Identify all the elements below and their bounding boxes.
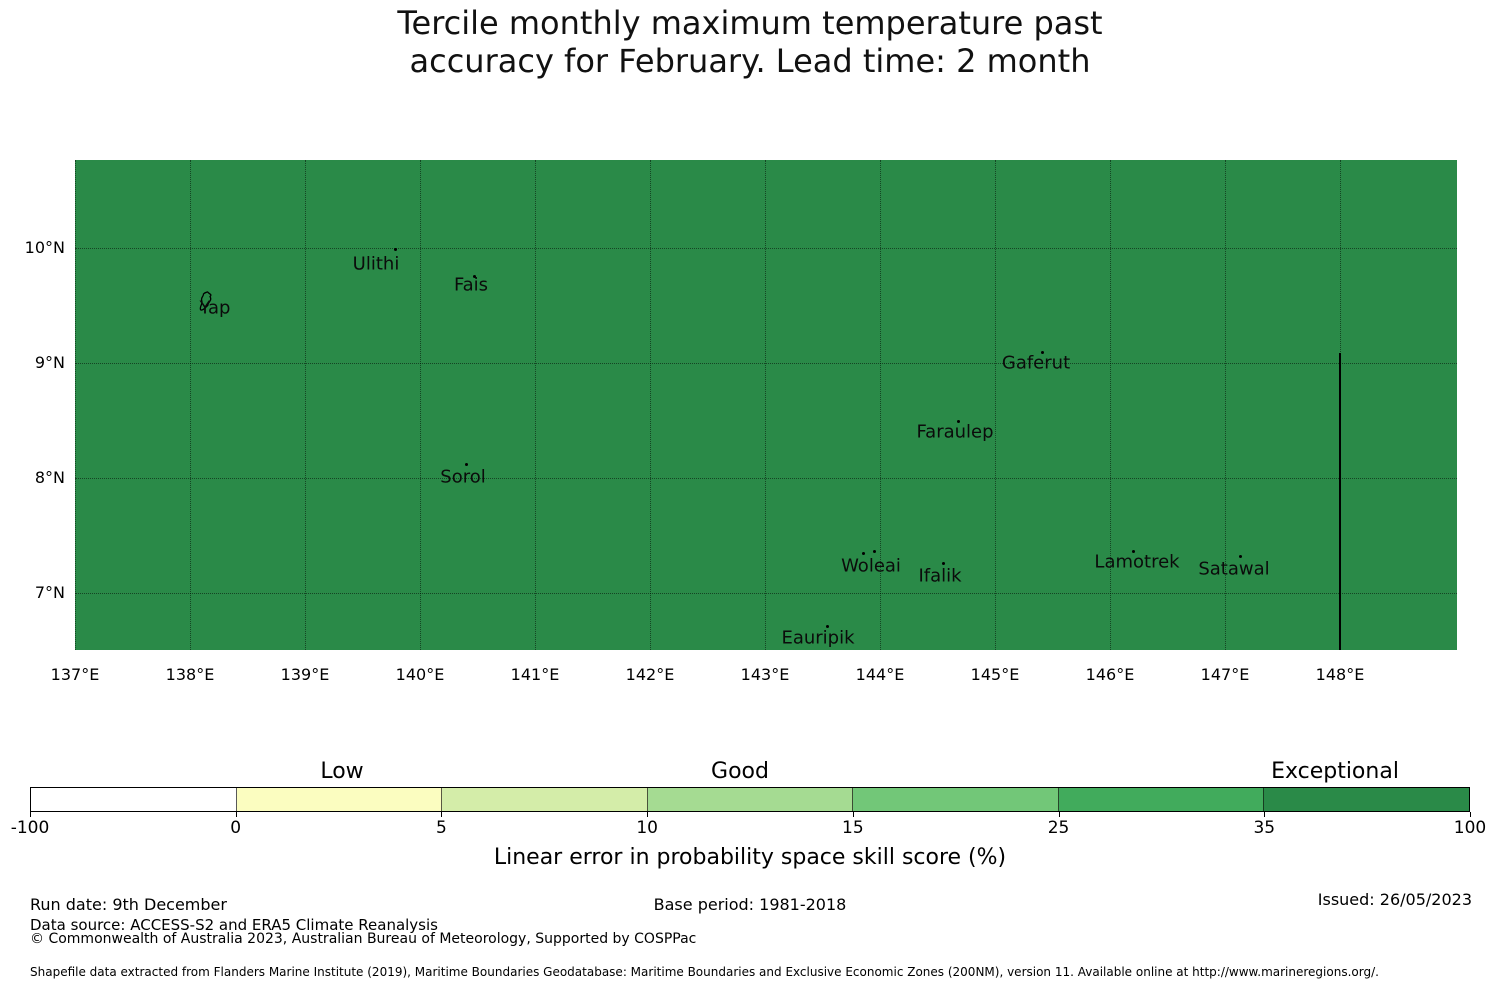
island-label: Fais <box>453 274 489 296</box>
island-label: Yap <box>199 297 231 319</box>
colorbar-category-label: Good <box>711 759 769 784</box>
colorbar-category-label: Exceptional <box>1271 759 1399 784</box>
gridline-vertical <box>75 160 76 650</box>
footer-issued-date: Issued: 26/05/2023 <box>1317 890 1472 909</box>
colorbar-segment <box>1264 788 1470 811</box>
colorbar-segment <box>442 788 648 811</box>
x-tick-label: 138°E <box>165 665 215 684</box>
y-tick-label: 10°N <box>24 238 65 257</box>
colorbar-tick <box>1264 812 1266 817</box>
colorbar-tick <box>647 812 649 817</box>
map-area: Yap Ulithi Fais Sorol Gaferut Faraulep Woleai I… <box>75 160 1457 650</box>
island-dot <box>393 247 397 251</box>
footer-shapefile-attribution: Shapefile data extracted from Flanders M… <box>30 965 1379 979</box>
gridline-vertical <box>305 160 306 650</box>
colorbar-segment <box>236 788 443 811</box>
island-label: Sorol <box>440 466 486 488</box>
colorbar-segment <box>647 788 854 811</box>
x-tick-label: 140°E <box>395 665 445 684</box>
footer-run-date: Run date: 9th December <box>30 895 227 914</box>
island-label: Ifalik <box>918 565 962 587</box>
island-dot <box>956 419 960 423</box>
figure-title: Tercile monthly maximum temperature past… <box>0 4 1500 80</box>
footer-copyright: © Commonwealth of Australia 2023, Austra… <box>30 931 697 947</box>
colorbar-segment <box>31 788 237 811</box>
gridline-vertical <box>420 160 421 650</box>
x-tick-label: 148°E <box>1315 665 1365 684</box>
island-label: Eauripik <box>781 627 855 649</box>
gridline-vertical <box>995 160 996 650</box>
colorbar-axis-label: Linear error in probability space skill … <box>493 845 1007 870</box>
island-label: Gaferut <box>1001 352 1071 374</box>
x-tick-label: 145°E <box>970 665 1020 684</box>
colorbar-tick <box>441 812 443 817</box>
gridline-horizontal <box>75 363 1457 364</box>
yap-island-outline <box>199 291 212 311</box>
island-dot <box>472 274 476 278</box>
gridline-vertical <box>765 160 766 650</box>
colorbar-category-label: Low <box>320 759 364 784</box>
island-label: Ulithi <box>352 253 400 275</box>
island-dot <box>941 561 945 565</box>
colorbar <box>30 787 1470 812</box>
island-dot <box>825 624 829 628</box>
colorbar-tick-label: 35 <box>1253 818 1276 838</box>
figure-title-line2: accuracy for February. Lead time: 2 mont… <box>409 42 1091 80</box>
gridline-horizontal <box>75 248 1457 249</box>
colorbar-tick-label: 25 <box>1047 818 1070 838</box>
x-tick-label: 146°E <box>1085 665 1135 684</box>
island-dot <box>872 549 876 553</box>
y-tick-label: 7°N <box>34 583 65 602</box>
island-label: Woleai <box>841 555 901 577</box>
colorbar-tick <box>30 812 31 817</box>
island-dot <box>1238 554 1242 558</box>
y-tick-label: 8°N <box>34 468 65 487</box>
colorbar-tick-label: 15 <box>842 818 864 838</box>
y-tick-label: 9°N <box>34 353 65 372</box>
gridline-horizontal <box>75 593 1457 594</box>
x-tick-label: 147°E <box>1200 665 1250 684</box>
colorbar-tick-label: 100 <box>1453 818 1487 838</box>
x-tick-label: 137°E <box>50 665 100 684</box>
eez-boundary-line <box>1339 353 1341 650</box>
colorbar-tick <box>235 812 237 817</box>
colorbar-tick-label: 5 <box>436 818 447 838</box>
colorbar-segment <box>853 788 1059 811</box>
colorbar-tick-label: 0 <box>230 818 242 838</box>
colorbar-tick-label: 10 <box>636 818 658 838</box>
island-label: Satawal <box>1198 558 1270 580</box>
x-tick-label: 142°E <box>625 665 675 684</box>
colorbar-tick <box>1058 812 1060 817</box>
gridline-horizontal <box>75 478 1457 479</box>
island-dot <box>1131 549 1135 553</box>
gridline-vertical <box>535 160 536 650</box>
island-dot <box>1040 350 1044 354</box>
colorbar-tick <box>852 812 854 817</box>
footer-base-period: Base period: 1981-2018 <box>653 895 847 914</box>
colorbar-segment <box>1058 788 1265 811</box>
gridline-vertical <box>190 160 191 650</box>
island-label: Lamotrek <box>1094 551 1180 573</box>
x-tick-label: 144°E <box>855 665 905 684</box>
island-label: Faraulep <box>916 421 994 443</box>
island-dot <box>861 551 865 555</box>
gridline-vertical <box>880 160 881 650</box>
footer-data-source: Data source: ACCESS-S2 and ERA5 Climate … <box>30 916 438 934</box>
gridline-vertical <box>1225 160 1226 650</box>
x-tick-label: 139°E <box>280 665 330 684</box>
gridline-vertical <box>1110 160 1111 650</box>
x-tick-label: 141°E <box>510 665 560 684</box>
island-dot <box>464 462 468 466</box>
figure-title-line1: Tercile monthly maximum temperature past <box>397 4 1103 42</box>
gridline-vertical <box>650 160 651 650</box>
colorbar-tick-label: -100 <box>10 818 50 838</box>
colorbar-tick <box>1470 812 1471 817</box>
x-tick-label: 143°E <box>740 665 790 684</box>
